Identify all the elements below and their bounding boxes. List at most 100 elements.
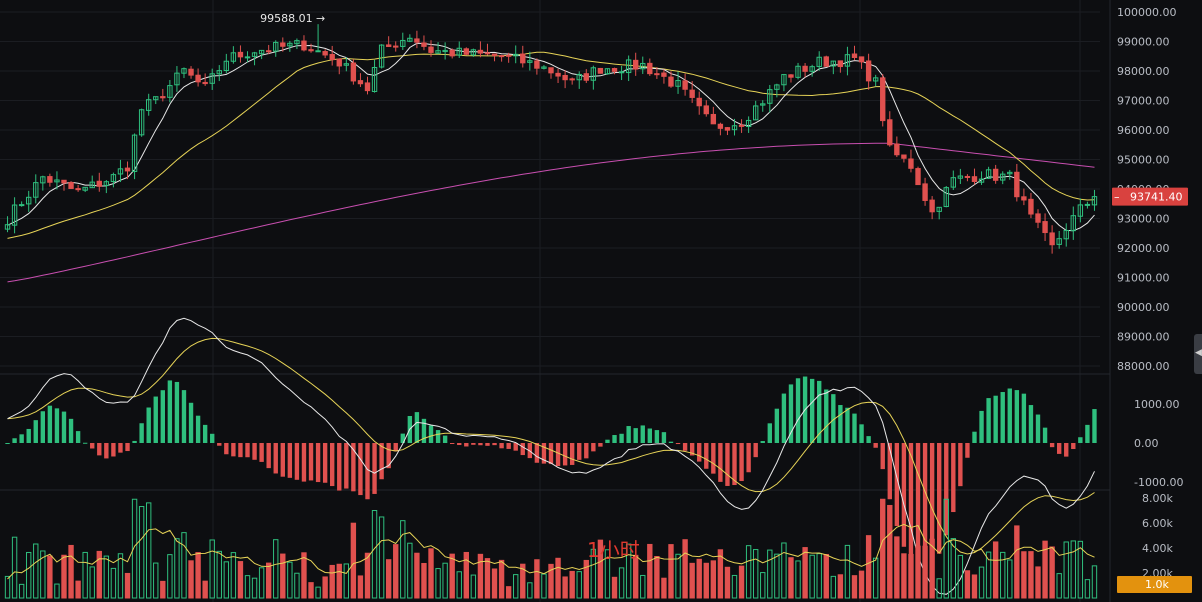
price-tick-label: 100000.00: [1117, 6, 1177, 19]
macd-histogram-bar: [1021, 393, 1027, 443]
macd-histogram-bar: [1092, 409, 1097, 443]
candle-body: [421, 42, 427, 47]
candle-body: [837, 60, 844, 68]
candle-body: [710, 113, 717, 125]
volume-bar: [901, 553, 907, 599]
macd-histogram-bar: [188, 402, 194, 443]
candle-body: [223, 60, 230, 72]
candle-body: [407, 37, 413, 42]
volume-bar: [350, 522, 357, 599]
macd-histogram-bar: [358, 443, 363, 496]
macd-histogram-bar: [245, 443, 250, 458]
volume-bar: [117, 553, 124, 599]
volume-bar: [153, 562, 159, 599]
candle-body: [576, 73, 582, 81]
volume-bar: [1000, 551, 1006, 599]
candle-body: [597, 67, 604, 74]
volume-bar: [590, 548, 597, 599]
macd-tick-label: 1000.00: [1134, 398, 1180, 411]
volume-bar: [294, 572, 300, 599]
macd-histogram-bar: [259, 443, 264, 462]
candle-body: [809, 66, 815, 72]
candle-body: [244, 56, 251, 59]
macd-histogram-bar: [125, 443, 130, 452]
candle-body: [322, 51, 328, 56]
volume-bar: [385, 559, 392, 599]
candle-body: [350, 62, 357, 82]
volume-bar: [202, 580, 208, 599]
macd-histogram-bar: [266, 443, 271, 469]
candle-body: [788, 74, 794, 78]
volume-bar: [604, 549, 611, 599]
price-tick-label: 89000.00: [1117, 331, 1170, 344]
macd-histogram-bar: [400, 433, 405, 443]
macd-histogram-bar: [626, 426, 631, 443]
volume-bar: [682, 539, 688, 599]
macd-histogram-bar: [1078, 437, 1083, 443]
axis-collapse-handle[interactable]: ◀: [1194, 334, 1202, 374]
volume-bar: [428, 548, 434, 599]
macd-histogram-bar: [174, 381, 180, 443]
candle-body: [181, 68, 187, 74]
volume-bar: [717, 549, 724, 599]
macd-histogram-bar: [689, 443, 695, 456]
candle-body: [131, 134, 138, 172]
macd-histogram-bar: [273, 443, 278, 474]
candle-body: [555, 72, 561, 77]
macd-histogram-bar: [351, 443, 356, 492]
candle-body: [689, 89, 695, 98]
candle-body: [26, 196, 32, 205]
candle-body: [880, 77, 886, 122]
volume-bar: [696, 558, 702, 599]
macd-histogram-bar: [287, 443, 293, 478]
candle-body: [18, 204, 25, 207]
volume-bar: [823, 553, 829, 599]
candle-body: [633, 59, 639, 70]
volume-bar: [527, 582, 533, 599]
volume-bar: [985, 551, 992, 599]
candle-body: [209, 73, 215, 84]
volume-bar: [1021, 551, 1027, 599]
candle-body: [583, 73, 589, 81]
macd-histogram-bar: [562, 443, 568, 466]
candle-body: [435, 50, 441, 54]
volume-bar: [668, 544, 674, 599]
macd-histogram-bar: [1085, 424, 1090, 443]
volume-bar: [216, 550, 222, 599]
macd-histogram-bar: [379, 443, 384, 480]
volume-bar: [767, 549, 773, 599]
current-volume-label: 1.0k: [1145, 578, 1169, 591]
price-tick-label: 92000.00: [1117, 242, 1170, 255]
macd-histogram-bar: [894, 443, 900, 526]
macd-histogram-bar: [548, 443, 554, 465]
volume-bar: [273, 539, 279, 599]
candle-body: [146, 99, 152, 111]
candle-body: [491, 53, 498, 57]
candle-body: [393, 45, 399, 48]
macd-histogram-bar: [478, 443, 483, 446]
price-axis[interactable]: 100000.00 99000.00 98000.00 97000.00 96000.0…: [1117, 6, 1183, 580]
candle-body: [40, 176, 46, 184]
volume-bar: [971, 574, 978, 599]
price-tick-label: 93000.00: [1117, 213, 1170, 226]
price-tick-label: 98000.00: [1117, 65, 1170, 78]
candle-body: [33, 182, 39, 198]
candle-body: [47, 176, 53, 183]
volume-bar: [1035, 566, 1041, 599]
macd-histogram-bar: [915, 443, 921, 576]
macd-histogram-bar: [54, 408, 60, 443]
volume-bar: [943, 498, 949, 599]
candle-body: [477, 49, 484, 54]
macd-histogram-bar: [859, 424, 864, 443]
volume-bar: [18, 583, 25, 599]
ma-long-line: [7, 142, 1095, 283]
volume-bar: [752, 549, 759, 599]
macd-histogram-bar: [817, 380, 822, 443]
candle-body: [414, 38, 420, 43]
candle-body: [54, 179, 60, 183]
candle-body: [456, 47, 462, 56]
candle-body: [216, 70, 222, 75]
candle-body: [75, 188, 81, 191]
